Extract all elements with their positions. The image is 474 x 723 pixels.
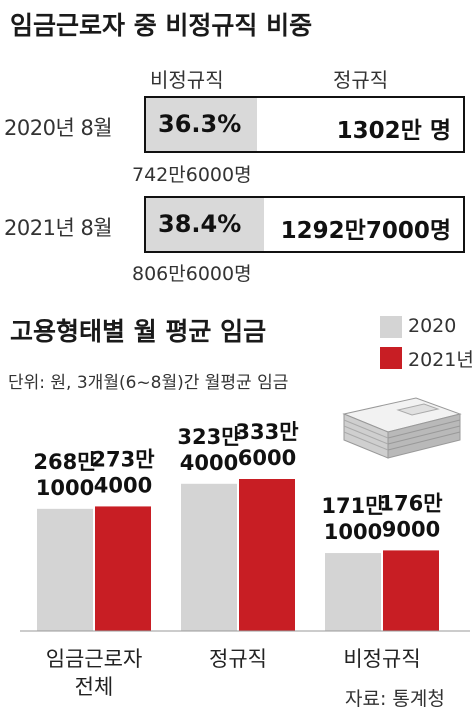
regular-count: 1302만 명 [336,118,451,144]
legend-label-2021: 2021년 [408,349,474,371]
category-label: 비정규직 [343,647,420,671]
data-label: 6000 [238,446,296,470]
share-bar-2020: 36.3% 1302만 명 [144,96,465,153]
irregular-share-fill [146,198,264,251]
data-label: 323만 [177,425,240,449]
irregular-percent: 38.4% [158,210,242,238]
category-label: 전체 [75,675,114,699]
data-label: 171만 [321,494,384,518]
category-label: 정규직 [209,647,267,671]
legend-swatch-2021 [380,347,402,369]
irregular-count-2021: 806만6000명 [132,263,252,285]
share-bar-2021: 38.4% 1292만7000명 [144,196,465,253]
bar-2021 [383,550,439,631]
regular-column-header: 정규직 [333,68,389,92]
data-label: 1000 [324,520,382,544]
source-note: 자료: 통계청 [345,688,445,710]
bar-2020 [181,483,237,631]
irregular-share-fill [146,98,258,151]
data-label: 333만 [235,420,298,444]
data-label: 176만 [379,491,442,515]
regular-count: 1292만7000명 [280,218,451,244]
data-label: 9000 [382,517,440,541]
data-label: 4000 [94,473,152,497]
legend-swatch-2020 [380,316,402,338]
bar-2021 [95,506,151,631]
category-label: 임금근로자 [46,647,143,671]
irregular-count-2020: 742만6000명 [132,164,252,186]
data-label: 4000 [180,451,238,475]
money-stack-icon [342,397,462,459]
bar-2021 [239,479,295,631]
data-label: 1000 [36,476,94,500]
irregular-percent: 36.3% [158,110,242,138]
unit-note: 단위: 원, 3개월(6~8월)간 월평균 임금 [8,373,289,393]
year-label-2020: 2020년 8월 [4,116,113,140]
data-label: 268만 [33,450,96,474]
bottom-title: 고용형태별 월 평균 임금 [10,317,267,346]
year-label-2021: 2021년 8월 [4,216,113,240]
bar-2020 [37,508,93,631]
irregular-column-header: 비정규직 [150,68,224,92]
bar-2020 [325,553,381,631]
top-title: 임금근로자 중 비정규직 비중 [10,11,313,40]
data-label: 273만 [91,447,154,471]
legend-label-2020: 2020 [408,315,457,337]
